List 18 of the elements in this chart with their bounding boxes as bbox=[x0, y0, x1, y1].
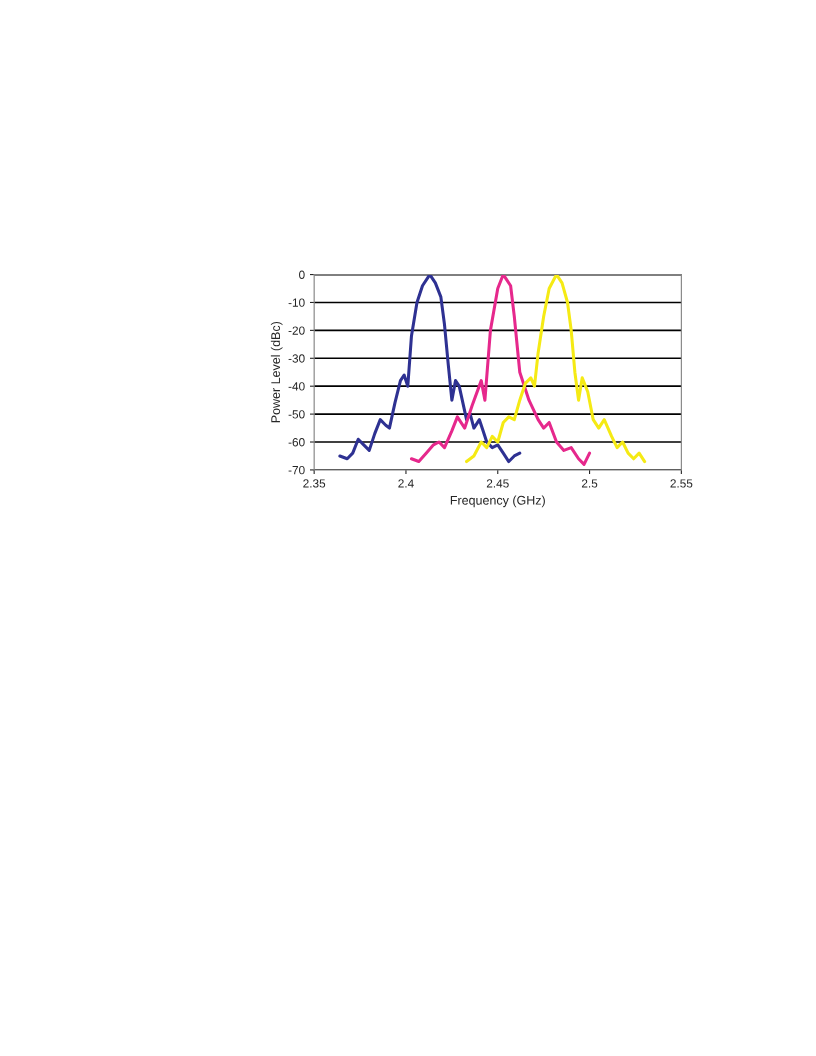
y-tick-label: -20 bbox=[288, 326, 305, 335]
x-tick-label: 2.45 bbox=[486, 479, 509, 488]
x-tick-label: 2.35 bbox=[303, 479, 326, 488]
y-tick-label: 0 bbox=[299, 270, 305, 279]
line-series bbox=[465, 274, 647, 464]
x-tick-label: 2.4 bbox=[398, 479, 414, 488]
line-series bbox=[338, 274, 522, 464]
y-tick-label: -10 bbox=[288, 298, 305, 307]
y-tick-label: -40 bbox=[288, 382, 305, 391]
x-tick-label: 2.55 bbox=[670, 479, 693, 488]
y-tick-label: -70 bbox=[288, 465, 305, 475]
y-tick-label: -60 bbox=[288, 438, 305, 447]
y-axis-title: Power Level (dBc) bbox=[270, 321, 283, 423]
x-tick-label: 2.5 bbox=[581, 479, 598, 488]
line-series bbox=[409, 274, 592, 466]
y-tick-label: -30 bbox=[288, 354, 305, 363]
x-axis-title: Frequency (GHz) bbox=[450, 495, 545, 508]
y-tick-label: -50 bbox=[288, 410, 305, 419]
